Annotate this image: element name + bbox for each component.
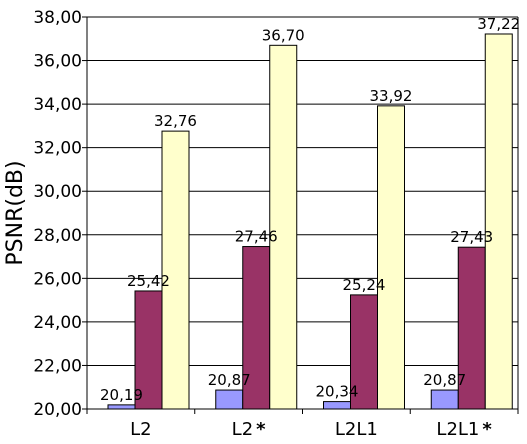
category-name: L2L1: [335, 419, 378, 440]
bar: [350, 294, 378, 410]
y-tick-label: 38,00: [33, 8, 82, 28]
bar: [457, 246, 486, 410]
y-tick-label: 26,00: [33, 269, 82, 289]
x-tick-label: L2 *: [232, 419, 266, 440]
x-tick-label: L2L1: [335, 419, 378, 440]
category-name: L2: [232, 419, 253, 440]
bar: [242, 246, 271, 410]
x-tick-label: L2: [130, 419, 151, 440]
bar: [161, 130, 190, 410]
y-tick-label: 28,00: [33, 226, 82, 246]
x-tick-label: L2L1 *: [436, 419, 492, 440]
bar: [484, 33, 513, 410]
axes: 20,00 22,00 24,00 26,00 28,00 30,00 32,00 34,00…: [33, 8, 519, 440]
data-label: 20,34: [316, 383, 359, 401]
category-name: L2L1: [436, 419, 479, 440]
y-tick-label: 30,00: [33, 182, 82, 202]
data-label: 27,43: [450, 228, 493, 246]
bar: [323, 401, 351, 410]
data-label: 33,92: [370, 87, 413, 105]
bars: [107, 33, 513, 410]
data-label: 32,76: [154, 112, 197, 130]
y-tick-label: 34,00: [33, 95, 82, 115]
data-label: 25,42: [127, 272, 170, 290]
y-tick-label: 36,00: [33, 52, 82, 72]
category-marker: *: [256, 419, 266, 440]
y-tick-label: 24,00: [33, 313, 82, 333]
data-label: 37,22: [477, 15, 520, 33]
bar: [134, 290, 163, 410]
data-label: 20,19: [100, 386, 143, 404]
data-label: 36,70: [262, 26, 305, 44]
bar: [430, 389, 459, 410]
data-label: 20,87: [423, 371, 466, 389]
y-tick-label: 32,00: [33, 139, 82, 159]
data-label: 20,87: [208, 371, 251, 389]
category-marker: *: [482, 419, 492, 440]
bar: [107, 404, 136, 410]
y-axis-title: PSNR(dB): [3, 160, 28, 265]
bar: [215, 389, 244, 410]
data-label: 27,46: [235, 228, 278, 246]
bar: [377, 105, 405, 410]
data-label: 25,24: [343, 276, 386, 294]
category-name: L2: [130, 419, 151, 440]
y-tick-label: 20,00: [33, 400, 82, 420]
data-labels: 20,19 25,42 32,76 20,87 27,46 36,70 20,34 25,24…: [100, 15, 520, 404]
bar: [269, 44, 298, 410]
y-tick-label: 22,00: [33, 356, 82, 376]
